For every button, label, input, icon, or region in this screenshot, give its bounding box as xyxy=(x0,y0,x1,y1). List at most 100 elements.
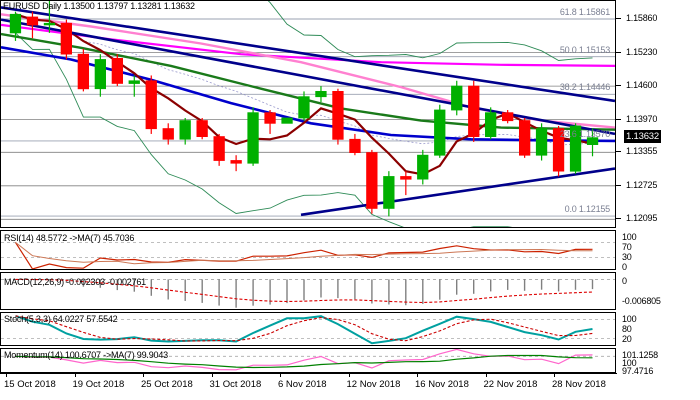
price-axis-label: 1.12095 xyxy=(626,213,658,224)
indicator-scale-label: 100 xyxy=(622,358,637,368)
price-axis-label: 1.15860 xyxy=(626,13,658,24)
date-axis-label: 28 Nov 2018 xyxy=(552,379,606,390)
date-axis-tick xyxy=(485,373,487,377)
indicator-scale-label: 100 xyxy=(622,232,637,242)
candle-body xyxy=(196,120,208,137)
candle-body xyxy=(332,91,344,140)
candle xyxy=(535,123,548,161)
date-axis-label: 22 Nov 2018 xyxy=(483,379,538,390)
price-chart-panel[interactable] xyxy=(0,0,616,228)
candle xyxy=(366,149,378,214)
price-axis-tick xyxy=(616,218,621,220)
candle-body xyxy=(281,117,293,124)
candle xyxy=(315,86,327,103)
candle xyxy=(77,48,89,92)
indicator-scale-label: 0 xyxy=(622,262,627,272)
indicator-scale-label: 101.1258 xyxy=(622,350,658,360)
candle xyxy=(434,104,446,158)
candle-body xyxy=(162,128,174,140)
fib-level-label: 23.6 1.13570 xyxy=(559,128,610,139)
candle xyxy=(332,88,344,145)
candle xyxy=(264,110,276,134)
indicator-scale-label: 97.4716 xyxy=(622,366,654,376)
date-axis-label: 19 Oct 2018 xyxy=(72,379,125,390)
candle xyxy=(196,117,208,140)
date-axis-tick xyxy=(143,373,144,377)
candle xyxy=(281,117,293,124)
candle-body xyxy=(145,80,157,130)
candle-body xyxy=(468,85,480,137)
trendline-support xyxy=(300,167,615,217)
indicator-scale-label: 30 xyxy=(622,252,632,262)
fib-level-label: 0.0 1.12155 xyxy=(564,204,611,215)
indicator-scale-label: -0.006805 xyxy=(622,296,661,306)
stoch-d-line xyxy=(15,315,593,342)
rsi-line xyxy=(14,242,593,269)
candle-body xyxy=(179,120,191,140)
rsi-ma-line xyxy=(15,242,593,265)
candle xyxy=(111,54,123,87)
momentum-canvas xyxy=(1,349,615,371)
indicator-scale-label: 0 xyxy=(622,276,627,286)
candle-body xyxy=(94,59,106,90)
candle-body xyxy=(43,22,56,26)
date-axis-label: 31 Oct 2018 xyxy=(209,379,262,390)
price-axis-label: 1.12725 xyxy=(626,179,658,190)
rsi-panel[interactable] xyxy=(0,230,616,270)
date-axis-label: 25 Oct 2018 xyxy=(141,379,193,390)
candle xyxy=(552,125,565,177)
candle xyxy=(179,117,191,145)
candle-body xyxy=(213,136,225,161)
fib-level-label: 38.2 1.14446 xyxy=(559,82,610,93)
candle-body xyxy=(451,85,463,111)
candle xyxy=(484,107,497,140)
date-axis-label: 12 Nov 2018 xyxy=(346,379,401,390)
candle xyxy=(569,123,582,174)
fib-level-label: 61.8 1.15861 xyxy=(559,7,610,18)
date-axis-tick xyxy=(74,373,76,377)
bollinger-lower xyxy=(15,32,513,227)
momentum-ma-line xyxy=(15,354,593,369)
price-axis: 1.15860 1.15230 1.14600 1.13970 1.13355 1.127… xyxy=(616,0,700,373)
candle-body xyxy=(501,112,514,122)
rsi-canvas xyxy=(1,241,615,269)
candle-body xyxy=(128,80,140,84)
macd-title: MACD(12,26,9) -0.002303 -0.002761 xyxy=(4,277,146,287)
candle-body xyxy=(434,109,446,156)
price-axis-tick xyxy=(616,151,621,153)
macd-panel[interactable] xyxy=(0,272,616,310)
indicator-scale-label: 70 xyxy=(622,242,632,252)
candle-body xyxy=(519,120,531,156)
candle-body xyxy=(400,176,412,180)
rsi-title: RSI(14) 48.5772 ->MA(7) 45.7036 xyxy=(4,233,135,243)
ma-fast-darkred xyxy=(15,13,593,176)
bollinger-upper xyxy=(267,1,593,61)
date-axis-baseline xyxy=(0,373,617,374)
candle xyxy=(349,133,361,156)
candle-body xyxy=(111,58,123,84)
candle-body xyxy=(552,128,565,172)
candle-body xyxy=(349,138,361,154)
date-axis-tick xyxy=(348,373,350,377)
candle-body xyxy=(484,112,497,137)
candle xyxy=(26,11,39,39)
candle xyxy=(94,54,106,97)
date-axis-tick xyxy=(417,373,418,377)
candle xyxy=(400,171,412,196)
candle xyxy=(247,107,259,166)
candle-body xyxy=(366,152,378,209)
candle xyxy=(162,123,174,145)
candle xyxy=(230,155,242,172)
momentum-panel[interactable] xyxy=(0,348,616,373)
price-chart-canvas xyxy=(1,1,615,227)
candle-body xyxy=(535,128,548,156)
date-axis-label: 6 Nov 2018 xyxy=(278,379,327,390)
indicator-scale-label: 20 xyxy=(622,334,632,344)
stochastic-panel[interactable] xyxy=(0,312,616,346)
indicator-scale-label: 100 xyxy=(622,314,637,324)
candle-body xyxy=(247,112,259,164)
candle-body xyxy=(417,154,429,180)
candle xyxy=(9,11,22,41)
candle-body xyxy=(9,13,22,34)
